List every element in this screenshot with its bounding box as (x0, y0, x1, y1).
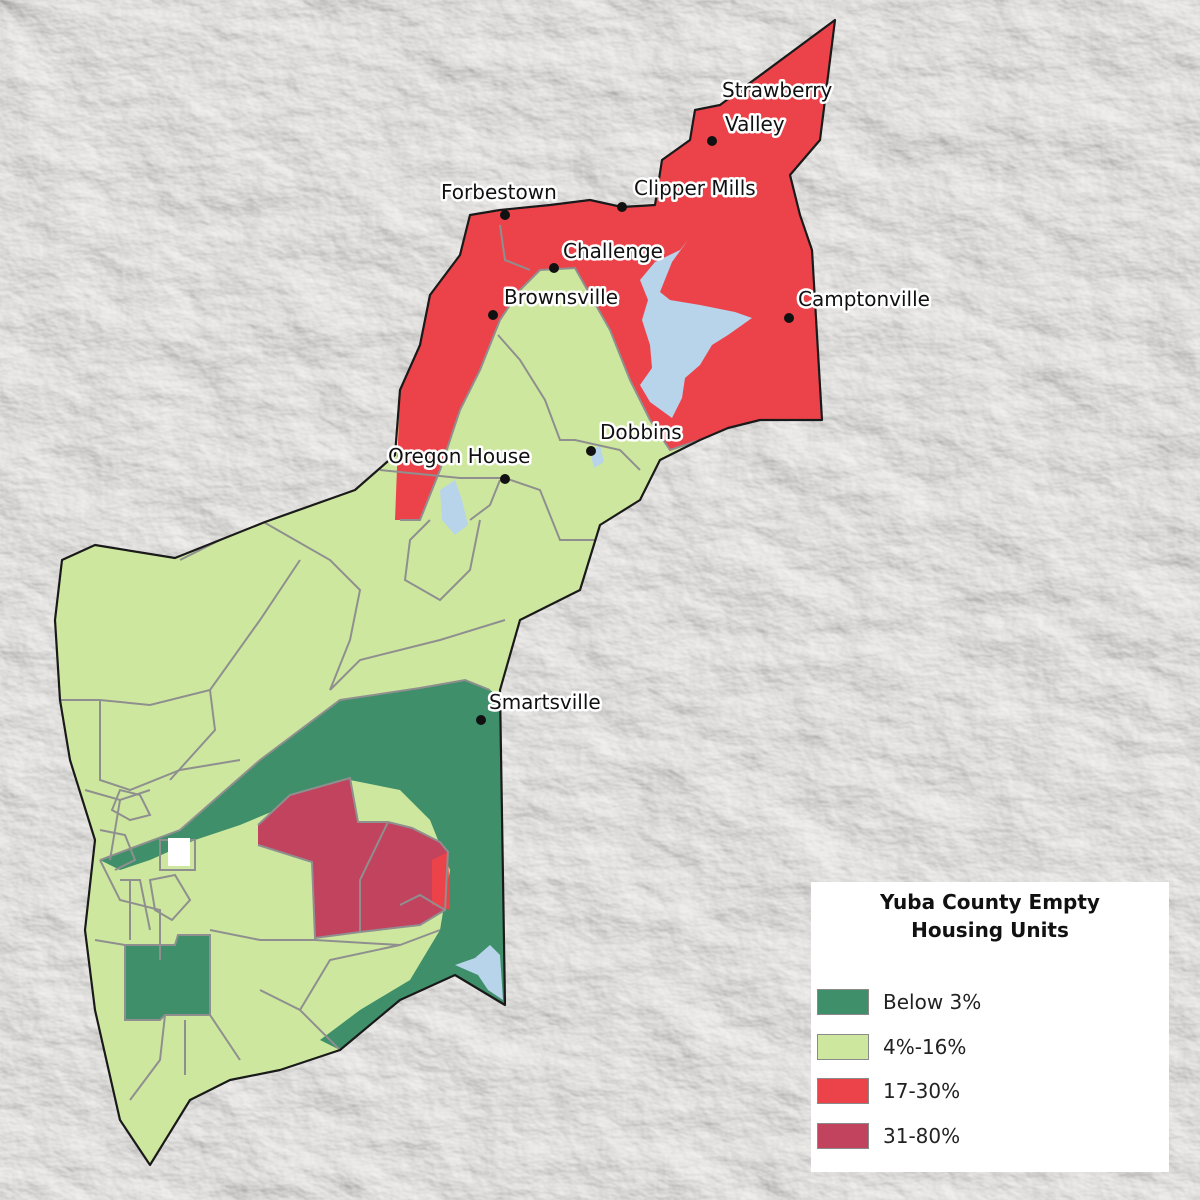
legend-swatch-17-30 (817, 1078, 869, 1104)
region-31-80 (258, 778, 448, 938)
town-dot-strawberry-valley[interactable] (707, 136, 717, 146)
town-dot-forbestown[interactable] (500, 210, 510, 220)
water-bullards-bar (640, 240, 752, 418)
legend-label-below-3: Below 3% (883, 990, 982, 1014)
town-markers (476, 136, 794, 725)
legend-label-4-16: 4%-16% (883, 1035, 967, 1059)
legend-swatch-below-3 (817, 989, 869, 1015)
town-label-camptonville: Camptonville (798, 287, 930, 311)
unincorporated-gap (168, 838, 190, 866)
town-dot-oregon-house[interactable] (500, 474, 510, 484)
legend-label-31-80: 31-80% (883, 1124, 961, 1148)
region-below-3-west (125, 935, 210, 1020)
legend-item-below-3: Below 3% (817, 988, 981, 1016)
town-labels: Strawberry Valley Forbestown Clipper Mil… (386, 76, 933, 717)
legend-swatch-31-80 (817, 1123, 869, 1149)
town-dot-clipper-mills[interactable] (617, 202, 627, 212)
region-below-3-east (100, 680, 505, 1050)
town-label-forbestown: Forbestown (441, 180, 557, 204)
legend: Yuba County Empty Housing Units Below 3%… (811, 882, 1169, 1172)
legend-label-17-30: 17-30% (883, 1079, 961, 1103)
town-label-challenge: Challenge (563, 239, 663, 263)
water-collins-lake (440, 480, 468, 535)
legend-title: Yuba County Empty Housing Units (811, 888, 1169, 944)
town-label-strawberry: Strawberry (722, 78, 832, 102)
legend-item-17-30: 17-30% (817, 1077, 960, 1105)
legend-title-line-1: Yuba County Empty (880, 890, 1100, 914)
legend-item-31-80: 31-80% (817, 1122, 960, 1150)
legend-title-line-2: Housing Units (911, 918, 1069, 942)
town-label-valley: Valley (725, 112, 785, 136)
town-label-clipper-mills: Clipper Mills (634, 176, 756, 200)
town-label-dobbins: Dobbins (600, 420, 682, 444)
town-dot-dobbins[interactable] (586, 446, 596, 456)
town-dot-smartsville[interactable] (476, 715, 486, 725)
legend-item-4-16: 4%-16% (817, 1033, 966, 1061)
region-17-30-north (395, 20, 835, 520)
county-boundary (53, 18, 837, 1167)
water-river (455, 945, 503, 1000)
town-dot-brownsville[interactable] (488, 310, 498, 320)
town-dot-camptonville[interactable] (784, 313, 794, 323)
town-label-oregon-house: Oregon House (388, 444, 530, 468)
town-label-smartsville: Smartsville (489, 690, 601, 714)
town-dot-challenge[interactable] (549, 263, 559, 273)
legend-swatch-4-16 (817, 1034, 869, 1060)
town-label-brownsville: Brownsville (504, 285, 618, 309)
